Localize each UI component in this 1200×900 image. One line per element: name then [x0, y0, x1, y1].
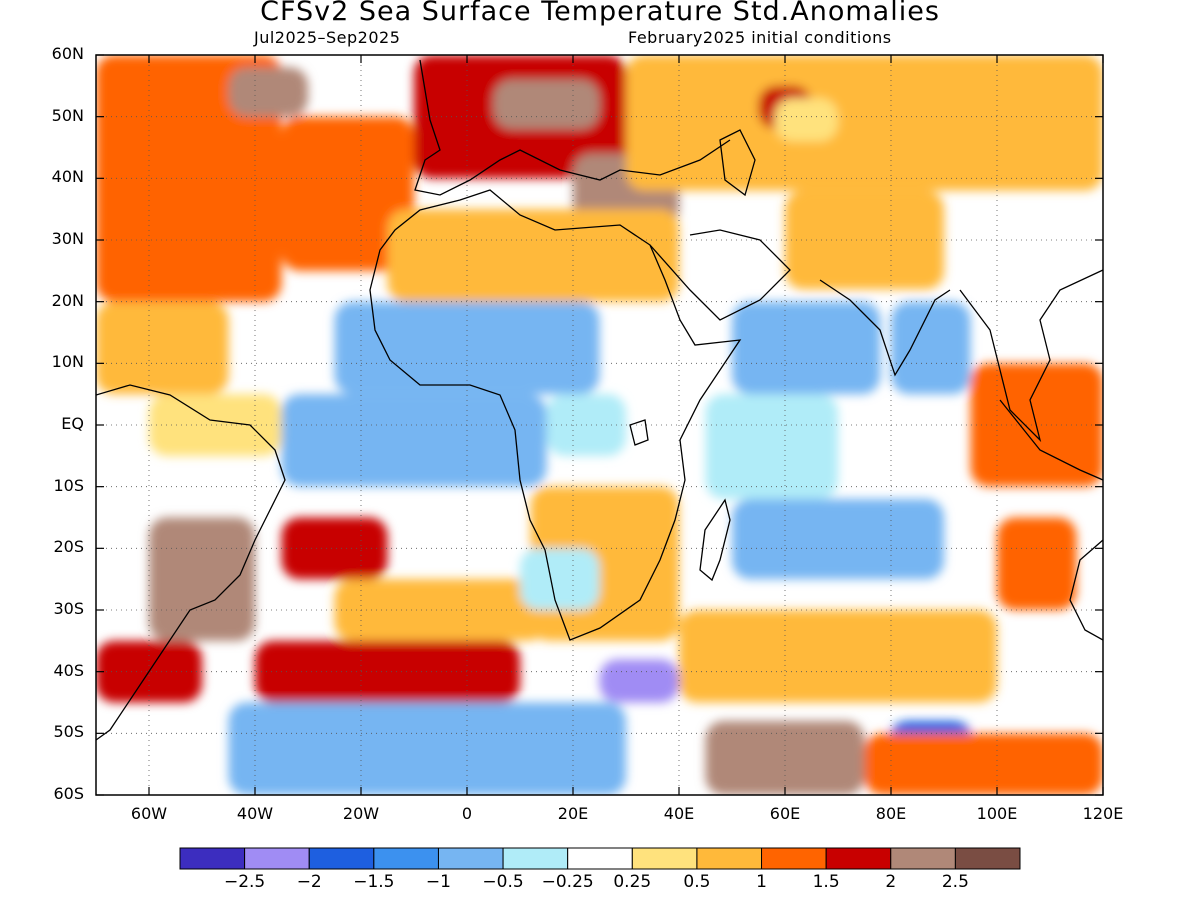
anomaly-region-22 [149, 517, 255, 641]
anomaly-region-30 [705, 721, 865, 795]
anomaly-region-27 [520, 548, 600, 610]
colorbar-label-0: −2.5 [223, 872, 266, 892]
colorbar-swatch-1 [244, 847, 310, 870]
anomaly-region-0 [96, 55, 282, 302]
lat-label-50S: 50S [53, 722, 84, 742]
lon-label-20E: 20E [557, 804, 589, 823]
anomaly-region-29 [228, 702, 626, 795]
lon-label-60W: 60W [130, 804, 168, 823]
lat-label-20N: 20N [51, 290, 84, 310]
colorbar-swatch-5 [502, 847, 569, 870]
lat-label-20S: 20S [53, 537, 84, 557]
lon-label-0: 0 [461, 804, 473, 823]
anomaly-region-4 [493, 79, 600, 129]
colorbar-label-2: −1.5 [353, 872, 395, 892]
colorbar-label-3: −1 [425, 872, 451, 892]
anomaly-region-18 [732, 499, 944, 580]
anomaly-region-2 [228, 67, 308, 117]
lon-label-120E: 120E [1082, 804, 1124, 823]
anomaly-region-9 [774, 98, 838, 142]
colorbar-label-4: −0.5 [482, 872, 524, 892]
anomaly-region-13 [334, 301, 600, 395]
colorbar-swatch-4 [437, 847, 504, 870]
colorbar-label-6: 0.25 [613, 872, 652, 892]
anomaly-region-31 [679, 610, 997, 703]
lat-label-40S: 40S [53, 660, 84, 680]
anomaly-region-14 [732, 301, 881, 395]
colorbar-swatch-0 [179, 847, 246, 870]
colorbar-swatch-6 [567, 847, 633, 870]
anomaly-region-25 [334, 579, 547, 641]
map-title: CFSv2 Sea Surface Temperature Std.Anomal… [260, 0, 940, 27]
colorbar-label-8: 1 [756, 872, 767, 892]
anomaly-region-10 [387, 209, 679, 302]
anomaly-region-16 [281, 394, 547, 487]
lon-label-20W: 20W [342, 804, 380, 823]
colorbar-swatch-7 [631, 847, 698, 870]
colorbar-swatch-2 [308, 847, 375, 870]
coastlines [96, 59, 1103, 741]
colorbar-swatch-11 [890, 847, 956, 870]
anomaly-region-34 [997, 517, 1077, 610]
lat-label-10N: 10N [51, 352, 84, 372]
colorbar-label-11: 2.5 [941, 872, 969, 892]
lat-label-60N: 60N [51, 44, 84, 63]
colorbar-label-9: 1.5 [812, 872, 840, 892]
anomaly-region-7 [785, 190, 944, 290]
lon-label-100E: 100E [976, 804, 1018, 823]
lat-label-30S: 30S [53, 599, 84, 618]
colorbar-label-5: −0.25 [541, 872, 594, 892]
lon-label-40W: 40W [236, 804, 274, 823]
anomaly-region-12 [149, 394, 282, 456]
lon-label-60E: 60E [769, 804, 801, 823]
colorbar-label-1: −2 [296, 872, 322, 892]
anomaly-region-26 [255, 640, 520, 703]
anomaly-region-33 [864, 733, 1103, 795]
anomaly-region-1 [281, 116, 414, 271]
axis-ticks [96, 54, 1104, 796]
anomaly-field [96, 55, 1103, 795]
anomaly-region-11 [96, 301, 229, 395]
colorbar-swatch-9 [761, 847, 827, 870]
anomaly-region-6 [626, 55, 1103, 191]
forecast-period: Jul2025–Sep2025 [254, 28, 401, 47]
anomaly-region-28 [599, 659, 679, 703]
colorbar-label-7: 0.5 [683, 872, 711, 892]
lon-label-80E: 80E [875, 804, 907, 823]
colorbar-swatch-8 [696, 847, 763, 870]
colorbar-swatch-3 [373, 847, 439, 870]
lat-label-EQ: EQ [61, 414, 84, 433]
colorbar-swatch-12 [954, 847, 1021, 870]
lat-label-50N: 50N [51, 105, 84, 125]
lat-label-40N: 40N [51, 167, 84, 187]
initial-conditions: February2025 initial conditions [628, 28, 892, 47]
lat-label-10S: 10S [53, 475, 84, 495]
anomaly-region-17 [705, 394, 838, 499]
lat-label-30N: 30N [51, 229, 84, 248]
lon-label-40E: 40E [663, 804, 695, 823]
colorbar [179, 847, 1021, 870]
colorbar-swatch-10 [825, 847, 892, 870]
anomaly-region-23 [281, 517, 388, 580]
lat-label-60S: 60S [53, 784, 84, 803]
graticule [96, 55, 1103, 795]
anomaly-region-15 [891, 301, 971, 395]
colorbar-label-10: 2 [885, 872, 897, 892]
